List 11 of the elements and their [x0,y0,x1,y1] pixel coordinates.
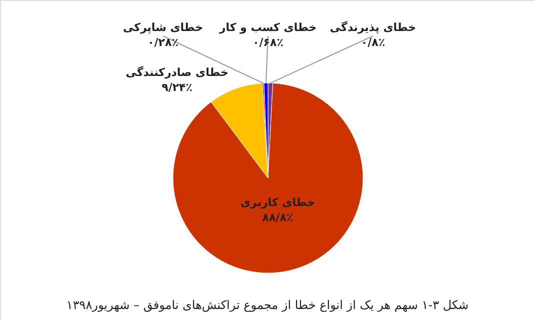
data-label: ۰/۲۸٪ [148,36,178,49]
data-label: ۸۸/۸٪ [262,210,294,224]
data-label: ۰/۸٪ [360,36,386,49]
data-label: ۹/۲۴٪ [162,80,192,94]
slice-label: خطای کسب و کار [218,21,317,34]
slice-label: خطای کاربری [240,196,315,209]
slice-label: خطای صادرکنندگی [126,66,228,79]
slice-label: خطای پذیرندگی [330,21,416,34]
slice-label: خطای شاپرکی [122,21,204,34]
data-label: ۰/۶۸٪ [252,36,284,49]
text: شکل ۳-۱ سهم هر یک از انواع خطا از مجموع تراکنش‌های ناموفق – شهریور۱۳۹۸ [66,298,469,312]
